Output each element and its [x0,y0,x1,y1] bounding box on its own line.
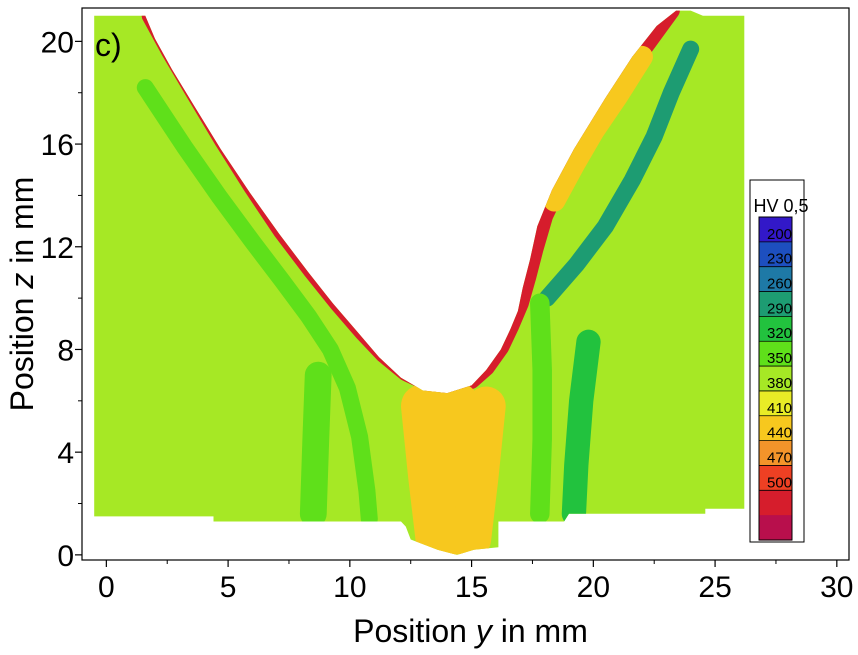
colorbar-swatch [759,515,792,541]
cap-pass [543,45,653,212]
colorbar-swatch [759,415,792,442]
left-haz-inner [299,361,332,528]
colorbar-tick-label: 200 [767,226,792,243]
colorbar-legend: HV 0,5 200 230 260 290 320 350 380 410 440 470 500 [749,179,809,543]
colorbar-tick-label: 470 [767,449,792,466]
colorbar-tick-label: 230 [767,251,792,268]
x-tick-label: 20 [577,571,610,604]
colorbar-swatch [759,366,792,392]
right-haz-upper [538,40,700,307]
plot-axes: 0 5 10 15 20 25 30 0 4 8 12 16 20 [41,7,854,604]
x-axis-title: Position y in mm [353,613,588,649]
plot-frame [81,7,850,561]
colorbar-frame [758,216,793,541]
root-pass-edge-2 [452,386,506,555]
colorbar-tick-label: 500 [767,474,792,491]
y-tick-label: 4 [57,437,74,470]
y-axis-title: Position z in mm [4,177,40,412]
colorbar-swatch [759,217,792,243]
x-tick-label: 30 [820,571,853,604]
colorbar-tick-label: 320 [767,325,792,342]
colorbar-swatch [759,241,792,268]
x-tick-label: 0 [98,571,115,604]
y-tick-label: 20 [41,26,74,59]
y-tick-label: 12 [41,232,74,265]
x-tick-label: 15 [455,571,488,604]
root-pass-edge [400,384,460,555]
x-tick-label: 5 [220,571,237,604]
y-tick-label: 0 [57,540,74,573]
colorbar-swatch [759,291,792,317]
axis-titles: Position y in mm Position z in mm [4,177,588,649]
y-tick-label: 8 [57,334,74,367]
colorbar-swatch [759,390,792,417]
left-haz-band [136,79,378,528]
hardness-heatmap [94,10,745,555]
right-haz-band [561,329,601,526]
colorbar-swatch [759,341,792,367]
colorbar-swatch [759,440,792,467]
colorbar-title: HV 0,5 [753,196,808,216]
colorbar-tick-label: 290 [767,300,792,317]
panel-label: c) [95,27,122,63]
y-tick-label: 16 [41,129,74,162]
colorbar-tick-label: 440 [767,425,792,442]
colorbar-swatch [759,465,792,491]
colorbar-tick-label: 260 [767,276,792,293]
colorbar-tick-label: 410 [767,400,792,417]
right-haz-side [530,293,552,524]
colorbar-tick-label: 350 [767,350,792,367]
x-tick-label: 10 [333,571,366,604]
x-tick-label: 25 [698,571,731,604]
colorbar-tick-label: 380 [767,375,792,392]
colorbar-swatch [759,490,792,516]
colorbar-swatch [759,266,792,293]
colorbar-swatch [759,316,792,342]
